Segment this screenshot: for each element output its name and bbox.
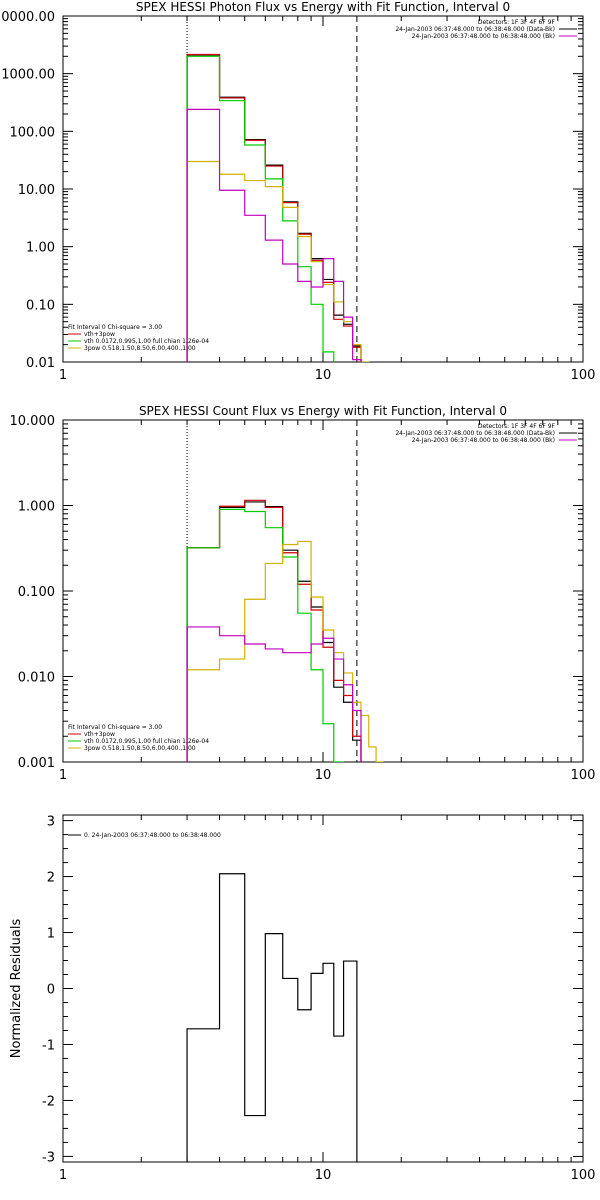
y-tick-label: 100.00 [10, 125, 56, 140]
plot-frame [62, 814, 584, 1163]
series-5-line [186, 108, 362, 362]
x-tick-label: 10 [315, 1168, 332, 1183]
y-tick-label: 0.01 [26, 356, 55, 371]
chart-panel-3: 1 10 100 -3 -2 -1 0 1 2 3 Normalized Residuals 0. 2… [9, 814, 596, 1183]
y-tick-label: -3 [42, 1150, 55, 1165]
y-axis-label: Normalized Residuals [9, 919, 24, 1059]
series-group [186, 53, 370, 362]
y-tick-label: 0.001 [18, 756, 55, 771]
header-line: Detectors: 1F 3F 4F 6F 9F [478, 19, 556, 26]
header-line: 24-Jan-2003 06:37:48.000 to 06:38:48.000… [412, 437, 555, 444]
y-tick-label: 10.00 [18, 183, 55, 198]
series-1-line [186, 54, 362, 362]
chart-panel-2: SPEX HESSI Count Flux vs Energy with Fit… [10, 404, 596, 783]
legend-entry: vth 0.0172,0.995,1.00 full chian 1.26e-0… [84, 338, 209, 345]
x-tick-label: 1 [59, 768, 67, 783]
y-tick-label: 0.010 [18, 671, 55, 686]
legend-entry: 3pow 0.518,1.50,8.50,6.00,400.,1.00 [84, 745, 196, 752]
header-line: 24-Jan-2003 06:37:48.000 to 06:38:48.000… [395, 26, 555, 33]
legend-entry: vth+3pow [84, 331, 115, 338]
chart-title: SPEX HESSI Photon Flux vs Energy with Fi… [136, 0, 510, 14]
x-tick-label: 100 [571, 768, 596, 783]
x-tick-label: 1 [59, 1168, 67, 1183]
legend: Fit Interval 0 Chi-square = 3.00vth+3pow… [68, 324, 209, 352]
legend-entry: vth 0.0172,0.995,1.00 full chian 1.26e-0… [84, 738, 209, 745]
x-axis: 1 10 100 [59, 16, 596, 383]
chart-title: SPEX HESSI Count Flux vs Energy with Fit… [139, 404, 507, 418]
y-tick-label: 2 [47, 871, 55, 886]
y-tick-label: 0 [47, 983, 55, 998]
x-tick-label: 1 [59, 368, 67, 383]
series-1-line [186, 501, 362, 762]
series-3-line [186, 55, 335, 362]
x-tick-label: 100 [571, 368, 596, 383]
header-line: Detectors: 1F 3F 4F 6F 9F [478, 423, 556, 430]
series-5-line [186, 626, 362, 762]
y-tick-label: 3 [47, 815, 55, 830]
legend-entry: 3pow 0.518,1.50,8.50,6.00,400.,1.00 [84, 345, 196, 352]
y-tick-label: 0.10 [26, 298, 55, 313]
legend-entry: Fit Interval 0 Chi-square = 3.00 [68, 724, 162, 731]
series-2-line [186, 499, 362, 762]
legend-entry: vth+3pow [84, 731, 115, 738]
y-tick-label: 0000.00 [1, 10, 55, 25]
series-1-line [186, 873, 358, 1162]
y-tick-label: 1.000 [18, 500, 55, 515]
header-line: 24-Jan-2003 06:37:48.000 to 06:38:48.000… [395, 430, 555, 437]
y-axis: -3 -2 -1 0 1 2 3 [42, 815, 583, 1165]
legend: Fit Interval 0 Chi-square = 3.00vth+3pow… [68, 724, 209, 752]
y-tick-label: 10.000 [10, 414, 56, 429]
legend: 0. 24-Jan-2003 06:37:48.000 to 06:38:48.… [68, 832, 221, 839]
chart-panel-1: SPEX HESSI Photon Flux vs Energy with Fi… [1, 0, 595, 383]
x-axis: 1 10 100 [59, 815, 596, 1183]
y-tick-label: 1.00 [26, 241, 55, 256]
series-4-line [186, 540, 384, 762]
series-4-line [186, 160, 370, 362]
series-group [186, 873, 358, 1162]
y-tick-label: 1000.00 [1, 68, 55, 83]
x-tick-label: 10 [315, 768, 332, 783]
y-tick-label: -1 [42, 1038, 55, 1053]
x-tick-label: 10 [315, 368, 332, 383]
y-axis: 0.01 0.10 1.00 10.00 100.00 1000.00 0000.00 [1, 10, 583, 371]
series-2-line [186, 53, 362, 362]
header-line: 24-Jan-2003 06:37:48.000 to 06:38:48.000… [412, 33, 555, 40]
y-tick-label: 1 [47, 927, 55, 942]
x-tick-label: 100 [571, 1168, 596, 1183]
y-tick-label: -2 [42, 1094, 55, 1109]
series-group [186, 499, 384, 762]
legend-entry: 0. 24-Jan-2003 06:37:48.000 to 06:38:48.… [84, 832, 221, 839]
y-axis: 0.001 0.010 0.100 1.000 10.000 [10, 414, 583, 771]
y-tick-label: 0.100 [18, 585, 55, 600]
legend-entry: Fit Interval 0 Chi-square = 3.00 [68, 324, 162, 331]
series-3-line [186, 508, 345, 762]
